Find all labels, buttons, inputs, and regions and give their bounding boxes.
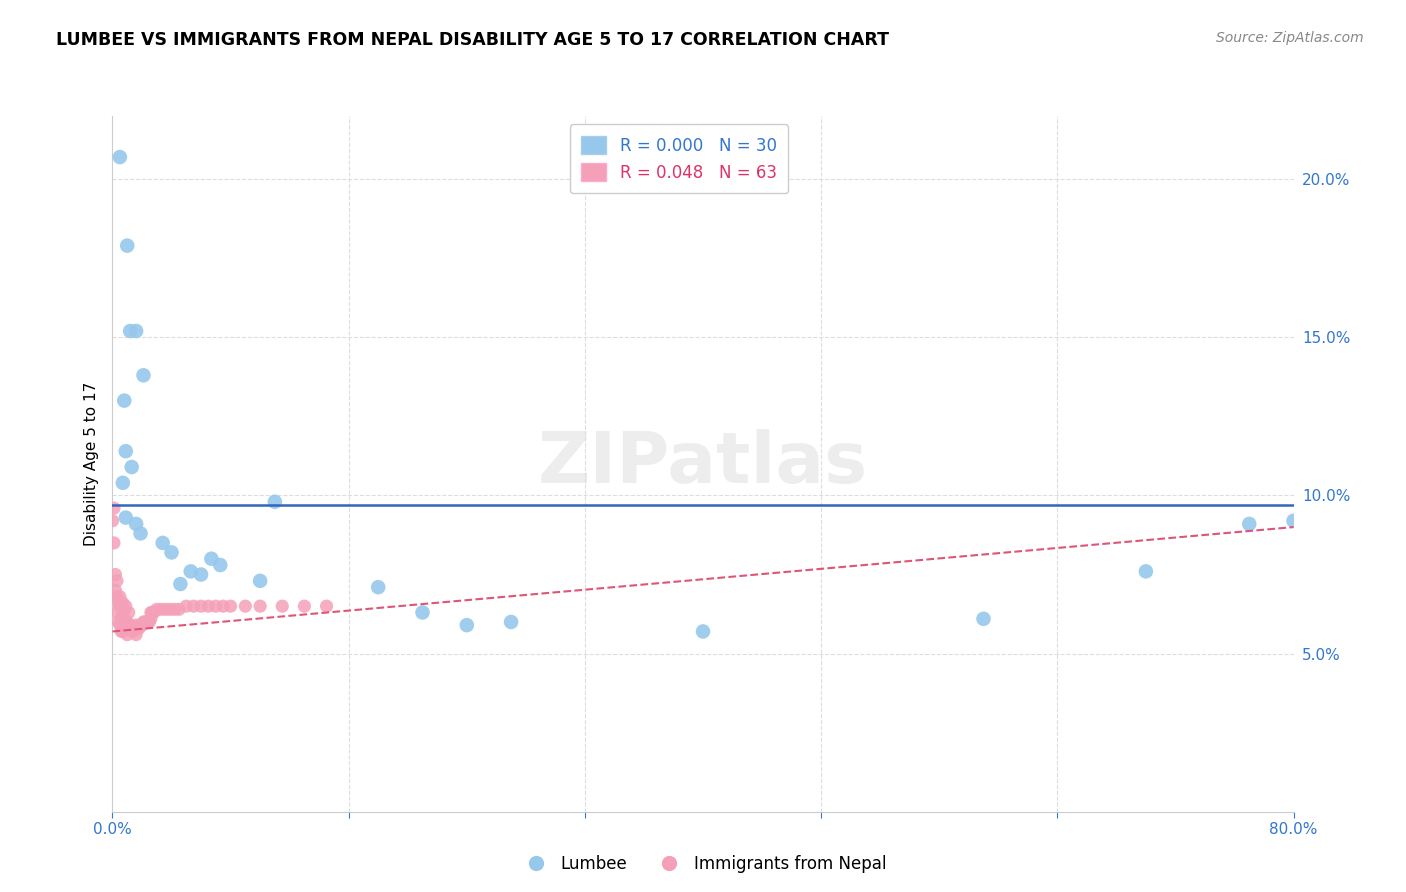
Point [249, 574, 271, 588]
Point [110, 624, 132, 639]
Point [135, 615, 157, 629]
Point [1282, 514, 1305, 528]
Point [105, 574, 128, 588]
Point [124, 621, 146, 635]
Point [174, 599, 197, 614]
Point [107, 596, 129, 610]
Point [233, 599, 256, 614]
Point [129, 618, 152, 632]
Point [125, 618, 148, 632]
Point [141, 606, 163, 620]
Point [159, 602, 181, 616]
Point [122, 624, 145, 639]
Point [118, 606, 141, 620]
Point [155, 602, 177, 616]
Point [139, 606, 162, 620]
Point [197, 599, 219, 614]
Point [114, 599, 136, 614]
Point [134, 615, 156, 629]
Point [108, 599, 131, 614]
Point [212, 599, 235, 614]
Text: Source: ZipAtlas.com: Source: ZipAtlas.com [1216, 31, 1364, 45]
Point [183, 599, 205, 614]
Point [125, 627, 148, 641]
Point [108, 150, 131, 164]
Point [205, 599, 228, 614]
Point [167, 602, 190, 616]
Point [117, 627, 138, 641]
Point [142, 606, 165, 620]
Point [180, 565, 202, 579]
Legend: R = 0.000   N = 30, R = 0.048   N = 63: R = 0.000 N = 30, R = 0.048 N = 63 [569, 124, 789, 194]
Point [117, 615, 138, 629]
Point [107, 615, 129, 629]
Point [125, 324, 148, 338]
Point [117, 238, 138, 252]
Point [129, 526, 152, 541]
Point [114, 510, 136, 524]
Point [132, 615, 155, 629]
Point [1135, 565, 1157, 579]
Point [249, 599, 271, 614]
Point [104, 567, 127, 582]
Point [111, 475, 134, 490]
Point [367, 580, 389, 594]
Point [456, 618, 478, 632]
Point [132, 368, 155, 383]
Point [1239, 516, 1261, 531]
Point [112, 618, 135, 632]
Point [138, 615, 160, 629]
Point [150, 602, 173, 616]
Text: LUMBEE VS IMMIGRANTS FROM NEPAL DISABILITY AGE 5 TO 17 CORRELATION CHART: LUMBEE VS IMMIGRANTS FROM NEPAL DISABILI… [56, 31, 889, 49]
Point [112, 602, 135, 616]
Point [411, 606, 433, 620]
Point [692, 624, 714, 639]
Point [108, 590, 131, 604]
Point [219, 599, 242, 614]
Point [114, 615, 136, 629]
Point [111, 596, 134, 610]
Point [105, 590, 128, 604]
Point [104, 583, 127, 598]
Point [118, 621, 141, 635]
Point [160, 545, 183, 559]
Point [103, 501, 125, 516]
Point [146, 602, 169, 616]
Point [169, 577, 191, 591]
Point [121, 621, 143, 635]
Point [131, 618, 153, 632]
Point [190, 567, 212, 582]
Y-axis label: Disability Age 5 to 17: Disability Age 5 to 17 [83, 382, 98, 546]
Point [111, 608, 134, 623]
Point [120, 324, 142, 338]
Point [501, 615, 523, 629]
Point [190, 599, 212, 614]
Point [139, 612, 162, 626]
Point [136, 615, 159, 629]
Point [200, 551, 222, 566]
Point [127, 621, 149, 635]
Point [120, 618, 142, 632]
Point [125, 516, 148, 531]
Point [973, 612, 995, 626]
Point [292, 599, 315, 614]
Point [315, 599, 337, 614]
Point [163, 602, 186, 616]
Point [264, 495, 287, 509]
Text: ZIPatlas: ZIPatlas [538, 429, 868, 499]
Legend: Lumbee, Immigrants from Nepal: Lumbee, Immigrants from Nepal [513, 848, 893, 880]
Point [271, 599, 294, 614]
Point [103, 536, 125, 550]
Point [101, 514, 124, 528]
Point [112, 393, 135, 408]
Point [209, 558, 232, 572]
Point [110, 612, 132, 626]
Point [121, 460, 143, 475]
Point [105, 606, 128, 620]
Point [108, 618, 131, 632]
Point [152, 536, 174, 550]
Point [128, 621, 150, 635]
Point [111, 624, 134, 639]
Point [114, 444, 136, 458]
